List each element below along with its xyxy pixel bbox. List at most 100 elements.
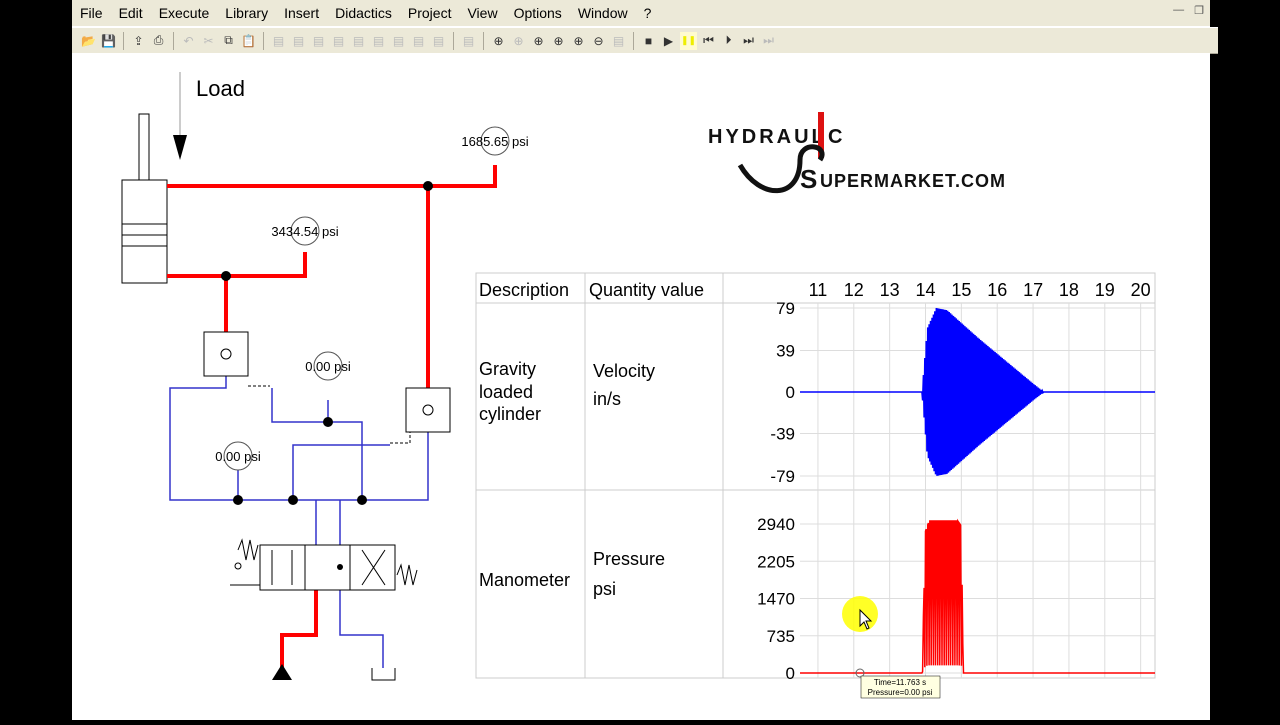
- save-icon[interactable]: 💾: [101, 33, 116, 48]
- pressure-gauge[interactable]: [290, 216, 320, 246]
- x-tick-label: 14: [915, 280, 935, 300]
- x-tick-label: 17: [1023, 280, 1043, 300]
- print-icon[interactable]: ⎙: [153, 33, 164, 47]
- y-tick-label: 79: [776, 299, 795, 318]
- menu-bar: File Edit Execute Library Insert Didactics Pro…: [72, 0, 1210, 26]
- check-valve[interactable]: [405, 387, 451, 433]
- load-label: Load: [196, 76, 245, 101]
- menu-help[interactable]: ?: [643, 5, 652, 21]
- distribute-v-icon[interactable]: ▤: [412, 33, 425, 48]
- svg-text:Pressure=0.00 psi: Pressure=0.00 psi: [868, 688, 933, 697]
- properties-icon[interactable]: ▤: [612, 33, 625, 48]
- align-right-icon[interactable]: ▤: [312, 33, 325, 48]
- paste-icon[interactable]: 📋: [241, 33, 256, 48]
- row-unit: in/s: [593, 389, 621, 409]
- svg-text:C: C: [828, 126, 842, 148]
- x-tick-label: 15: [951, 280, 971, 300]
- y-tick-label: 2205: [757, 552, 795, 571]
- menu-execute[interactable]: Execute: [158, 5, 210, 21]
- gauge-value: 3434.54 psi: [271, 224, 338, 239]
- x-tick-label: 16: [987, 280, 1007, 300]
- directional-valve[interactable]: [230, 538, 418, 591]
- column-header-description: Description: [479, 280, 569, 300]
- menu-options[interactable]: Options: [513, 5, 562, 21]
- mouse-cursor-icon: [859, 608, 873, 630]
- undo-icon[interactable]: ↶: [183, 33, 194, 48]
- menu-didactics[interactable]: Didactics: [335, 5, 392, 21]
- results-table: Description Quantity value Gravity loade…: [475, 272, 1156, 679]
- row-description: Manometer: [479, 570, 570, 590]
- y-tick-label: 2940: [757, 515, 795, 534]
- zoom-in-icon[interactable]: ⊕: [573, 33, 584, 48]
- step-forward-icon[interactable]: ⏵: [725, 33, 732, 47]
- toolbar: 📂 💾 ⇪ ⎙ ↶ ✂ ⧉ 📋 ▤ ▤ ▤ ▤ ▤ ▤ ▤ ▤ ▤ ▤ ⊕ ⊕ ⊕ ⊕ ⊕ ⊖ ▤ ■ ▶ ❚❚ ⏮ ⏵ ⏭ ⏭: [72, 27, 1218, 54]
- stop-icon[interactable]: ■: [644, 33, 653, 48]
- pause-icon[interactable]: ❚❚: [680, 31, 697, 50]
- tank-icon: [371, 668, 396, 681]
- menu-insert[interactable]: Insert: [284, 5, 320, 21]
- menu-library[interactable]: Library: [225, 5, 269, 21]
- distribute-h-icon[interactable]: ▤: [392, 33, 405, 48]
- hydraulic-circuit: Load: [121, 72, 529, 681]
- zoom-out-icon[interactable]: ⊖: [593, 33, 604, 48]
- x-tick-label: 11: [809, 280, 828, 300]
- gauge-value: 1685.65 psi: [461, 134, 528, 149]
- align-left-icon[interactable]: ▤: [272, 33, 285, 48]
- align-middle-icon[interactable]: ▤: [352, 33, 365, 48]
- x-tick-label: 13: [880, 280, 900, 300]
- x-tick-label: 19: [1095, 280, 1115, 300]
- align-center-icon[interactable]: ▤: [292, 33, 305, 48]
- pressure-gauge[interactable]: [223, 441, 253, 471]
- velocity-series: [800, 307, 1155, 476]
- align-bottom-icon[interactable]: ▤: [372, 33, 385, 48]
- cylinder[interactable]: [121, 113, 168, 284]
- app-window: File Edit Execute Library Insert Didactics Pro…: [72, 0, 1218, 720]
- plots[interactable]: 11 12 13 14 15 16 17 18 19 20 79 39 0 -39 -79 2940 2205 1…: [757, 280, 1155, 683]
- row-description: loaded: [479, 382, 533, 402]
- svg-text:UPERMARKET.COM: UPERMARKET.COM: [820, 171, 1006, 191]
- restore-icon[interactable]: ❐: [1194, 5, 1204, 17]
- grid-icon[interactable]: ▤: [462, 33, 475, 48]
- load-arrow-icon: [173, 135, 187, 160]
- hydraulic-supermarket-logo: HYDRAUL C S UPERMARKET.COM: [708, 112, 1006, 194]
- column-header-quantity: Quantity value: [589, 280, 704, 300]
- open-icon[interactable]: 📂: [81, 33, 96, 48]
- svg-text:Time=11.763 s: Time=11.763 s: [874, 678, 926, 687]
- tooltip: Time=11.763 s Pressure=0.00 psi: [860, 675, 941, 699]
- minimize-icon[interactable]: —: [1173, 4, 1185, 16]
- check-valve[interactable]: [203, 331, 249, 377]
- forward-icon[interactable]: ⏭: [743, 33, 754, 47]
- copy-icon[interactable]: ⧉: [224, 33, 233, 47]
- play-icon[interactable]: ▶: [663, 33, 674, 48]
- zoom-page-icon[interactable]: ⊕: [553, 33, 564, 48]
- menu-project[interactable]: Project: [407, 5, 452, 21]
- row-description: cylinder: [479, 404, 541, 424]
- menu-file[interactable]: File: [80, 5, 103, 21]
- align-top-icon[interactable]: ▤: [332, 33, 345, 48]
- y-tick-label: 39: [776, 342, 795, 361]
- y-tick-label: 1470: [757, 590, 795, 609]
- pressure-gauge[interactable]: [480, 126, 510, 156]
- export-icon[interactable]: ⇪: [133, 33, 144, 48]
- y-tick-label: -79: [770, 467, 795, 486]
- zoom-1to1-icon[interactable]: ⊕: [493, 33, 504, 48]
- window-controls: — ❐: [1173, 4, 1204, 17]
- zoom-window-icon[interactable]: ⊕: [533, 33, 544, 48]
- menu-window[interactable]: Window: [577, 5, 628, 21]
- diagram-canvas[interactable]: Load: [72, 53, 1210, 720]
- x-tick-label: 18: [1059, 280, 1079, 300]
- cut-icon[interactable]: ✂: [203, 33, 214, 48]
- pressure-gauge[interactable]: [313, 351, 343, 381]
- y-tick-label: 735: [767, 627, 795, 646]
- menu-view[interactable]: View: [467, 5, 498, 21]
- svg-text:S: S: [800, 164, 817, 194]
- menu-edit[interactable]: Edit: [118, 5, 143, 21]
- fast-forward-icon[interactable]: ⏭: [763, 33, 774, 47]
- rewind-icon[interactable]: ⏮: [703, 33, 714, 47]
- pump-icon: [272, 664, 292, 680]
- distribute-icon[interactable]: ▤: [432, 33, 445, 48]
- row-unit: psi: [593, 579, 616, 599]
- y-tick-label: 0: [786, 664, 795, 683]
- zoom-fit-icon[interactable]: ⊕: [513, 33, 524, 48]
- row-quantity: Velocity: [593, 361, 655, 381]
